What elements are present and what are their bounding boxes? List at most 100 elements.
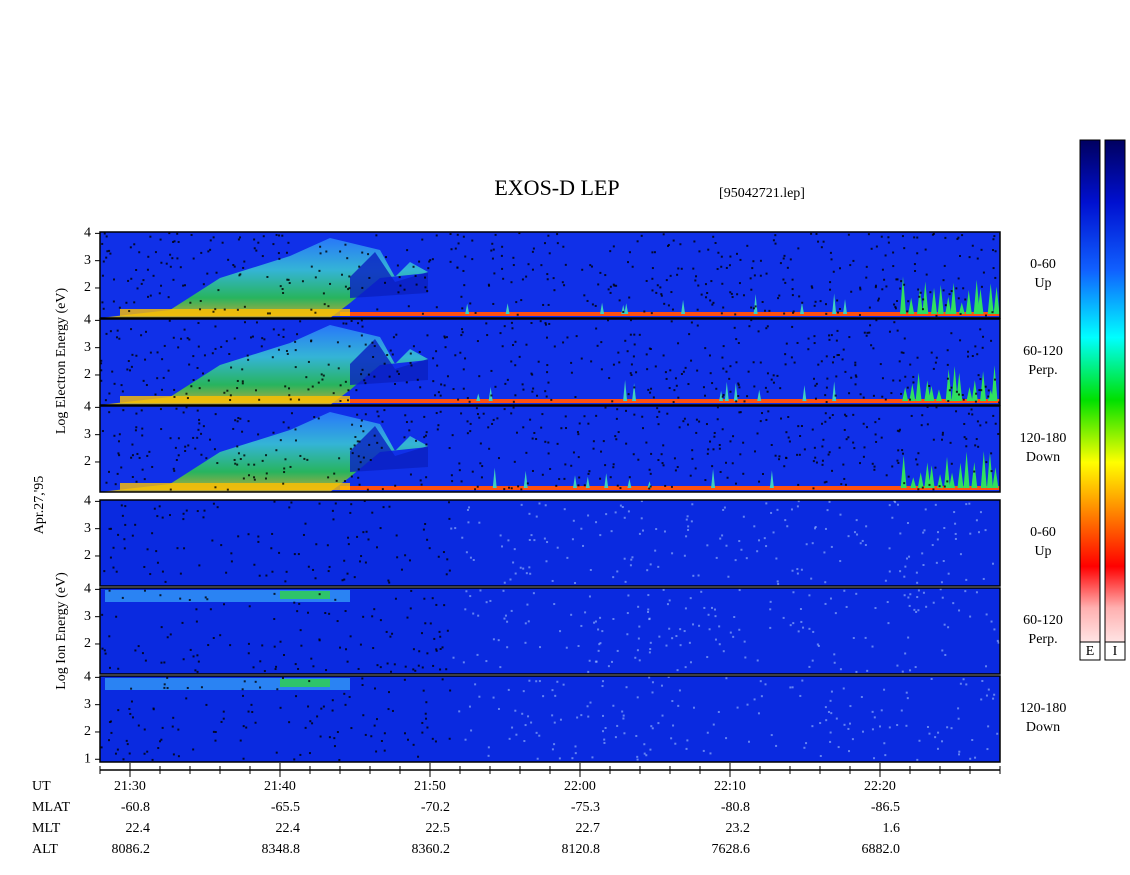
noise bbox=[131, 454, 134, 457]
noise bbox=[718, 447, 721, 450]
noise bbox=[273, 645, 276, 648]
noise bbox=[903, 482, 906, 485]
noise bbox=[403, 288, 406, 291]
noise bbox=[474, 683, 477, 686]
noise bbox=[766, 372, 769, 375]
noise bbox=[668, 599, 671, 602]
noise bbox=[997, 641, 1000, 644]
noise bbox=[588, 595, 591, 598]
noise bbox=[508, 486, 511, 489]
y-tick-label: 3 bbox=[84, 253, 91, 268]
noise bbox=[396, 264, 399, 267]
noise bbox=[814, 397, 817, 400]
noise bbox=[957, 277, 960, 280]
emission-spike bbox=[980, 451, 987, 488]
noise bbox=[504, 382, 507, 385]
noise bbox=[695, 431, 698, 434]
noise bbox=[975, 438, 978, 441]
noise bbox=[344, 610, 347, 613]
noise bbox=[865, 525, 868, 528]
noise bbox=[922, 531, 925, 534]
noise bbox=[328, 565, 331, 568]
noise bbox=[603, 741, 606, 744]
noise bbox=[722, 367, 725, 370]
noise bbox=[276, 688, 279, 691]
noise bbox=[965, 445, 968, 448]
noise bbox=[409, 352, 412, 355]
noise bbox=[552, 277, 555, 280]
emission-spike bbox=[958, 302, 965, 314]
noise bbox=[112, 300, 115, 303]
noise bbox=[135, 354, 138, 357]
noise bbox=[426, 290, 429, 293]
noise bbox=[123, 547, 126, 550]
noise bbox=[792, 622, 795, 625]
noise bbox=[247, 358, 250, 361]
noise bbox=[200, 453, 203, 456]
noise bbox=[199, 308, 202, 311]
x-tick-label: 21:50 bbox=[414, 779, 446, 794]
noise bbox=[541, 413, 544, 416]
noise bbox=[848, 750, 851, 753]
noise bbox=[881, 288, 884, 291]
noise bbox=[697, 284, 700, 287]
noise bbox=[118, 337, 121, 340]
noise bbox=[548, 322, 551, 325]
noise bbox=[426, 538, 429, 541]
noise bbox=[957, 717, 960, 720]
colorbar-label: I bbox=[1113, 644, 1118, 659]
noise bbox=[704, 479, 707, 482]
noise bbox=[646, 368, 649, 371]
noise bbox=[472, 612, 475, 615]
noise bbox=[811, 725, 814, 728]
noise bbox=[128, 752, 131, 755]
noise bbox=[936, 747, 939, 750]
noise bbox=[247, 463, 250, 466]
noise bbox=[367, 538, 370, 541]
noise bbox=[677, 396, 680, 399]
noise bbox=[930, 351, 933, 354]
noise bbox=[966, 355, 969, 358]
noise bbox=[917, 288, 920, 291]
noise bbox=[714, 242, 717, 245]
noise bbox=[619, 504, 622, 507]
noise bbox=[776, 508, 779, 511]
noise bbox=[622, 310, 625, 313]
emission-spike bbox=[993, 286, 1000, 314]
noise bbox=[156, 515, 159, 518]
noise bbox=[449, 689, 452, 692]
noise bbox=[359, 560, 362, 563]
noise bbox=[615, 438, 618, 441]
noise bbox=[731, 462, 734, 465]
noise bbox=[985, 613, 988, 616]
noise bbox=[103, 232, 106, 235]
noise bbox=[897, 461, 900, 464]
noise bbox=[587, 715, 590, 718]
noise bbox=[540, 426, 543, 429]
noise bbox=[922, 563, 925, 566]
noise bbox=[273, 618, 276, 621]
noise bbox=[670, 291, 673, 294]
noise bbox=[974, 444, 977, 447]
noise bbox=[339, 646, 342, 649]
noise bbox=[896, 503, 899, 506]
noise bbox=[233, 458, 236, 461]
noise bbox=[514, 364, 517, 367]
noise bbox=[364, 343, 367, 346]
noise bbox=[930, 677, 933, 680]
noise bbox=[842, 348, 845, 351]
noise bbox=[599, 642, 602, 645]
noise bbox=[796, 341, 799, 344]
noise bbox=[343, 578, 346, 581]
noise bbox=[146, 268, 149, 271]
noise bbox=[888, 547, 891, 550]
noise bbox=[248, 605, 251, 608]
noise bbox=[777, 582, 780, 585]
noise bbox=[357, 476, 360, 479]
noise bbox=[327, 476, 330, 479]
noise bbox=[612, 704, 615, 707]
noise bbox=[778, 458, 781, 461]
noise bbox=[709, 299, 712, 302]
noise bbox=[239, 417, 242, 420]
noise bbox=[932, 601, 935, 604]
